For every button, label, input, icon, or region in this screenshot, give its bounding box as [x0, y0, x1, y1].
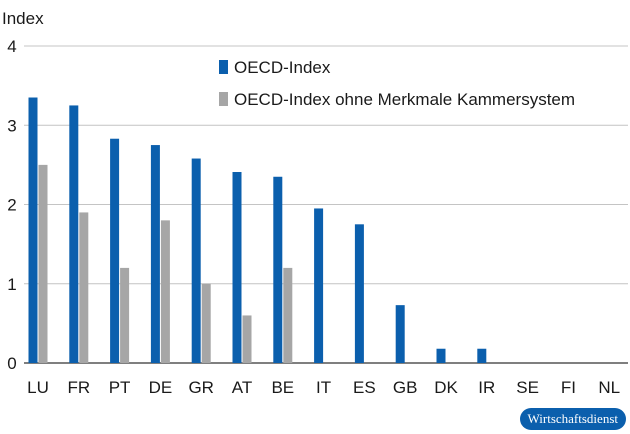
bar-oecd-index-de [150, 145, 160, 363]
x-tick-label: DE [149, 378, 173, 397]
bar-oecd-index-be [273, 176, 283, 363]
legend: OECD-Index OECD-Index ohne Merkmale Kamme… [219, 58, 575, 109]
y-tick-label: 1 [7, 275, 16, 294]
bar-oecd-index-pt [110, 138, 120, 363]
bar-oecd-index-ohne-kammersystem-lu [38, 164, 48, 363]
x-tick-label: DK [434, 378, 458, 397]
x-tick-label: GR [188, 378, 214, 397]
x-tick-label: PT [109, 378, 131, 397]
x-tick-label: ES [353, 378, 376, 397]
x-tick-labels: LU FR PT DE GR AT BE IT ES GB DK IR SE FI NL [27, 378, 620, 397]
y-axis-label: Index [2, 9, 44, 28]
legend-label: OECD-Index [234, 58, 331, 77]
x-tick-label: BE [271, 378, 294, 397]
x-tick-label: FI [561, 378, 576, 397]
bar-oecd-index-gb [395, 305, 405, 363]
bar-oecd-index-it [314, 208, 324, 363]
bar-oecd-index-ohne-kammersystem-gr [201, 283, 211, 363]
x-tick-label: SE [516, 378, 539, 397]
legend-label: OECD-Index ohne Merkmale Kammersystem [234, 90, 575, 109]
bar-oecd-index-gr [191, 158, 201, 363]
bar-oecd-index-ohne-kammersystem-fr [79, 212, 89, 363]
bar-oecd-index-ohne-kammersystem-at [242, 315, 252, 363]
bar-oecd-index-ohne-kammersystem-de [160, 220, 170, 363]
y-tick-label: 0 [7, 354, 16, 373]
y-tick-label: 2 [7, 196, 16, 215]
bar-oecd-index-ohne-kammersystem-pt [120, 267, 130, 363]
y-tick-labels: 0 1 2 3 4 [7, 37, 16, 373]
x-tick-label: IR [478, 378, 495, 397]
x-tick-label: GB [393, 378, 418, 397]
legend-swatch [219, 92, 228, 106]
bar-oecd-index-ohne-kammersystem-be [283, 267, 293, 363]
x-tick-label: AT [232, 378, 252, 397]
legend-swatch [219, 60, 228, 74]
bar-oecd-index-fr [69, 105, 79, 363]
x-tick-label: FR [67, 378, 90, 397]
y-tick-label: 3 [7, 116, 16, 135]
bar-oecd-index-es [354, 224, 364, 363]
bar-oecd-index-ir [477, 348, 487, 363]
bar-oecd-index-dk [436, 348, 446, 363]
bar-oecd-index-at [232, 172, 242, 363]
y-tick-label: 4 [7, 37, 16, 56]
bars [28, 97, 487, 363]
x-tick-label: NL [598, 378, 620, 397]
x-tick-label: IT [316, 378, 331, 397]
bar-oecd-index-lu [28, 97, 38, 363]
publisher-badge: Wirtschaftsdienst [519, 408, 626, 430]
x-tick-label: LU [27, 378, 49, 397]
